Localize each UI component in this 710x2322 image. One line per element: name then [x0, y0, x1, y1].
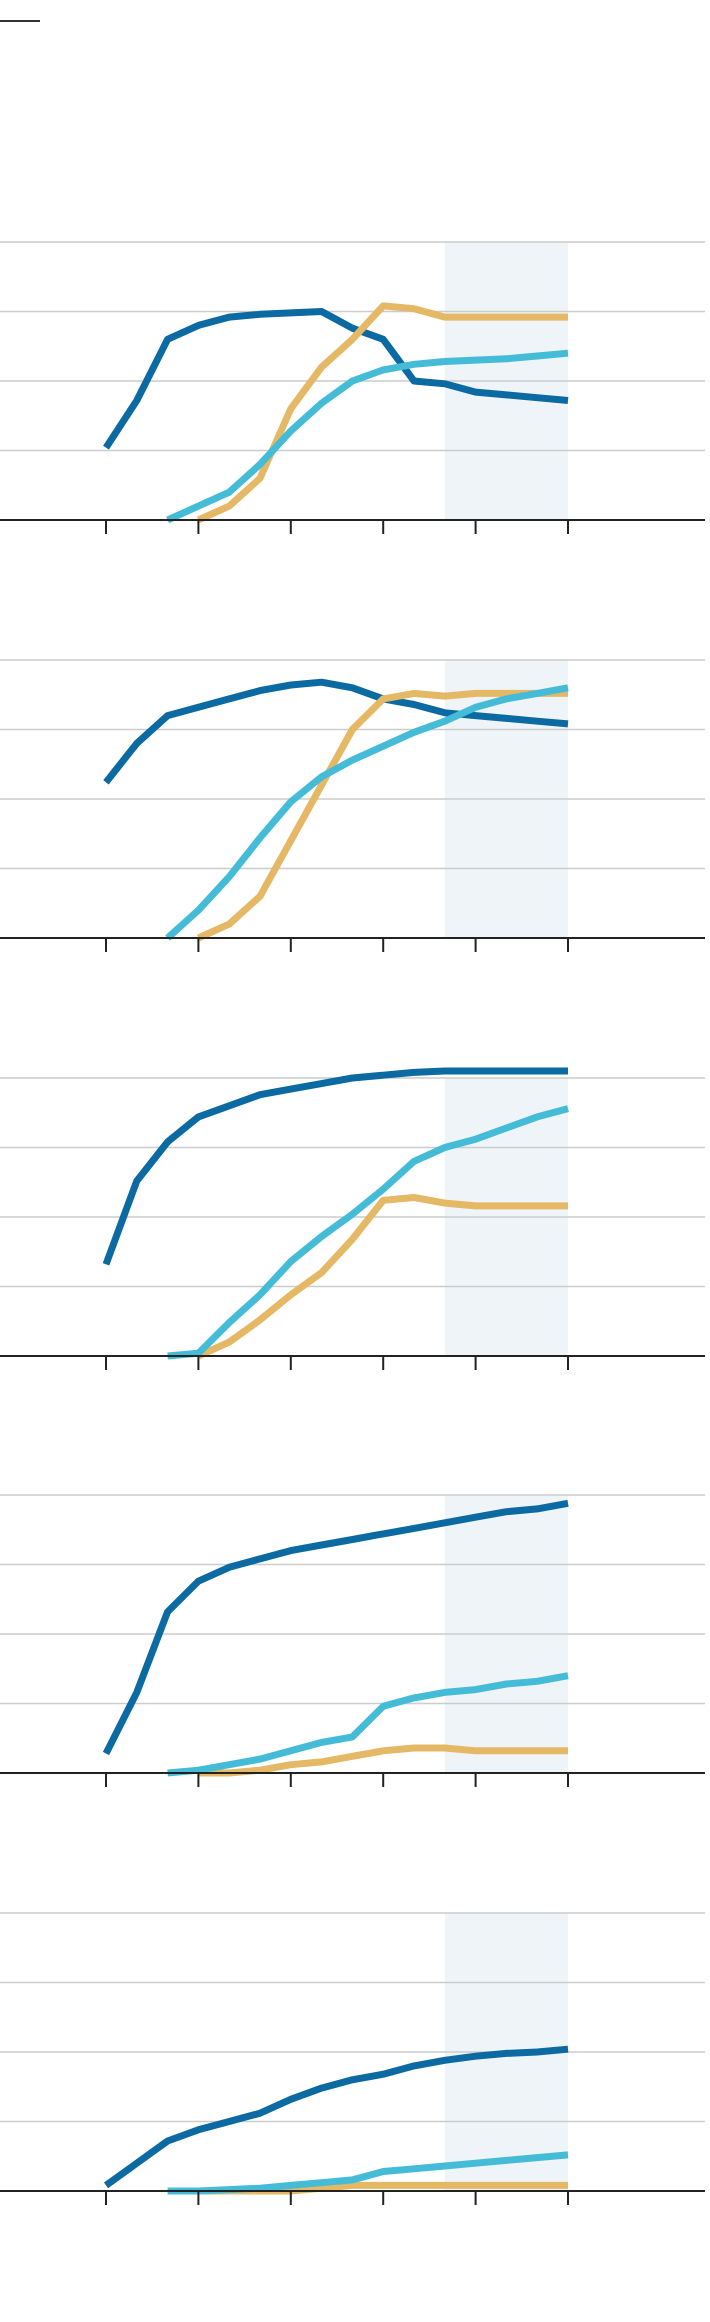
chart-panel-5: [0, 1912, 705, 2205]
series-b-line: [196, 1194, 568, 1360]
series-a-line: [103, 2045, 569, 2189]
series-a-line: [102, 1499, 569, 1756]
series-b-line: [196, 302, 568, 524]
chart-panel-1: [0, 241, 705, 534]
series-a-line: [103, 308, 569, 450]
series-c-line: [167, 1672, 569, 1777]
chart-panel-4: [0, 1494, 705, 1787]
legend-rule: [0, 20, 40, 22]
series-b-line: [196, 689, 568, 942]
series-c-line: [165, 684, 569, 941]
chart-panel-3: [0, 1067, 705, 1370]
series-c-line: [167, 2151, 569, 2195]
series-a-line: [102, 1067, 568, 1266]
series-b-line: [198, 1744, 568, 1777]
series-c-line: [167, 1105, 569, 1360]
chart-panel-2: [0, 659, 705, 952]
series-c-line: [166, 349, 569, 524]
series-a-line: [103, 678, 569, 785]
